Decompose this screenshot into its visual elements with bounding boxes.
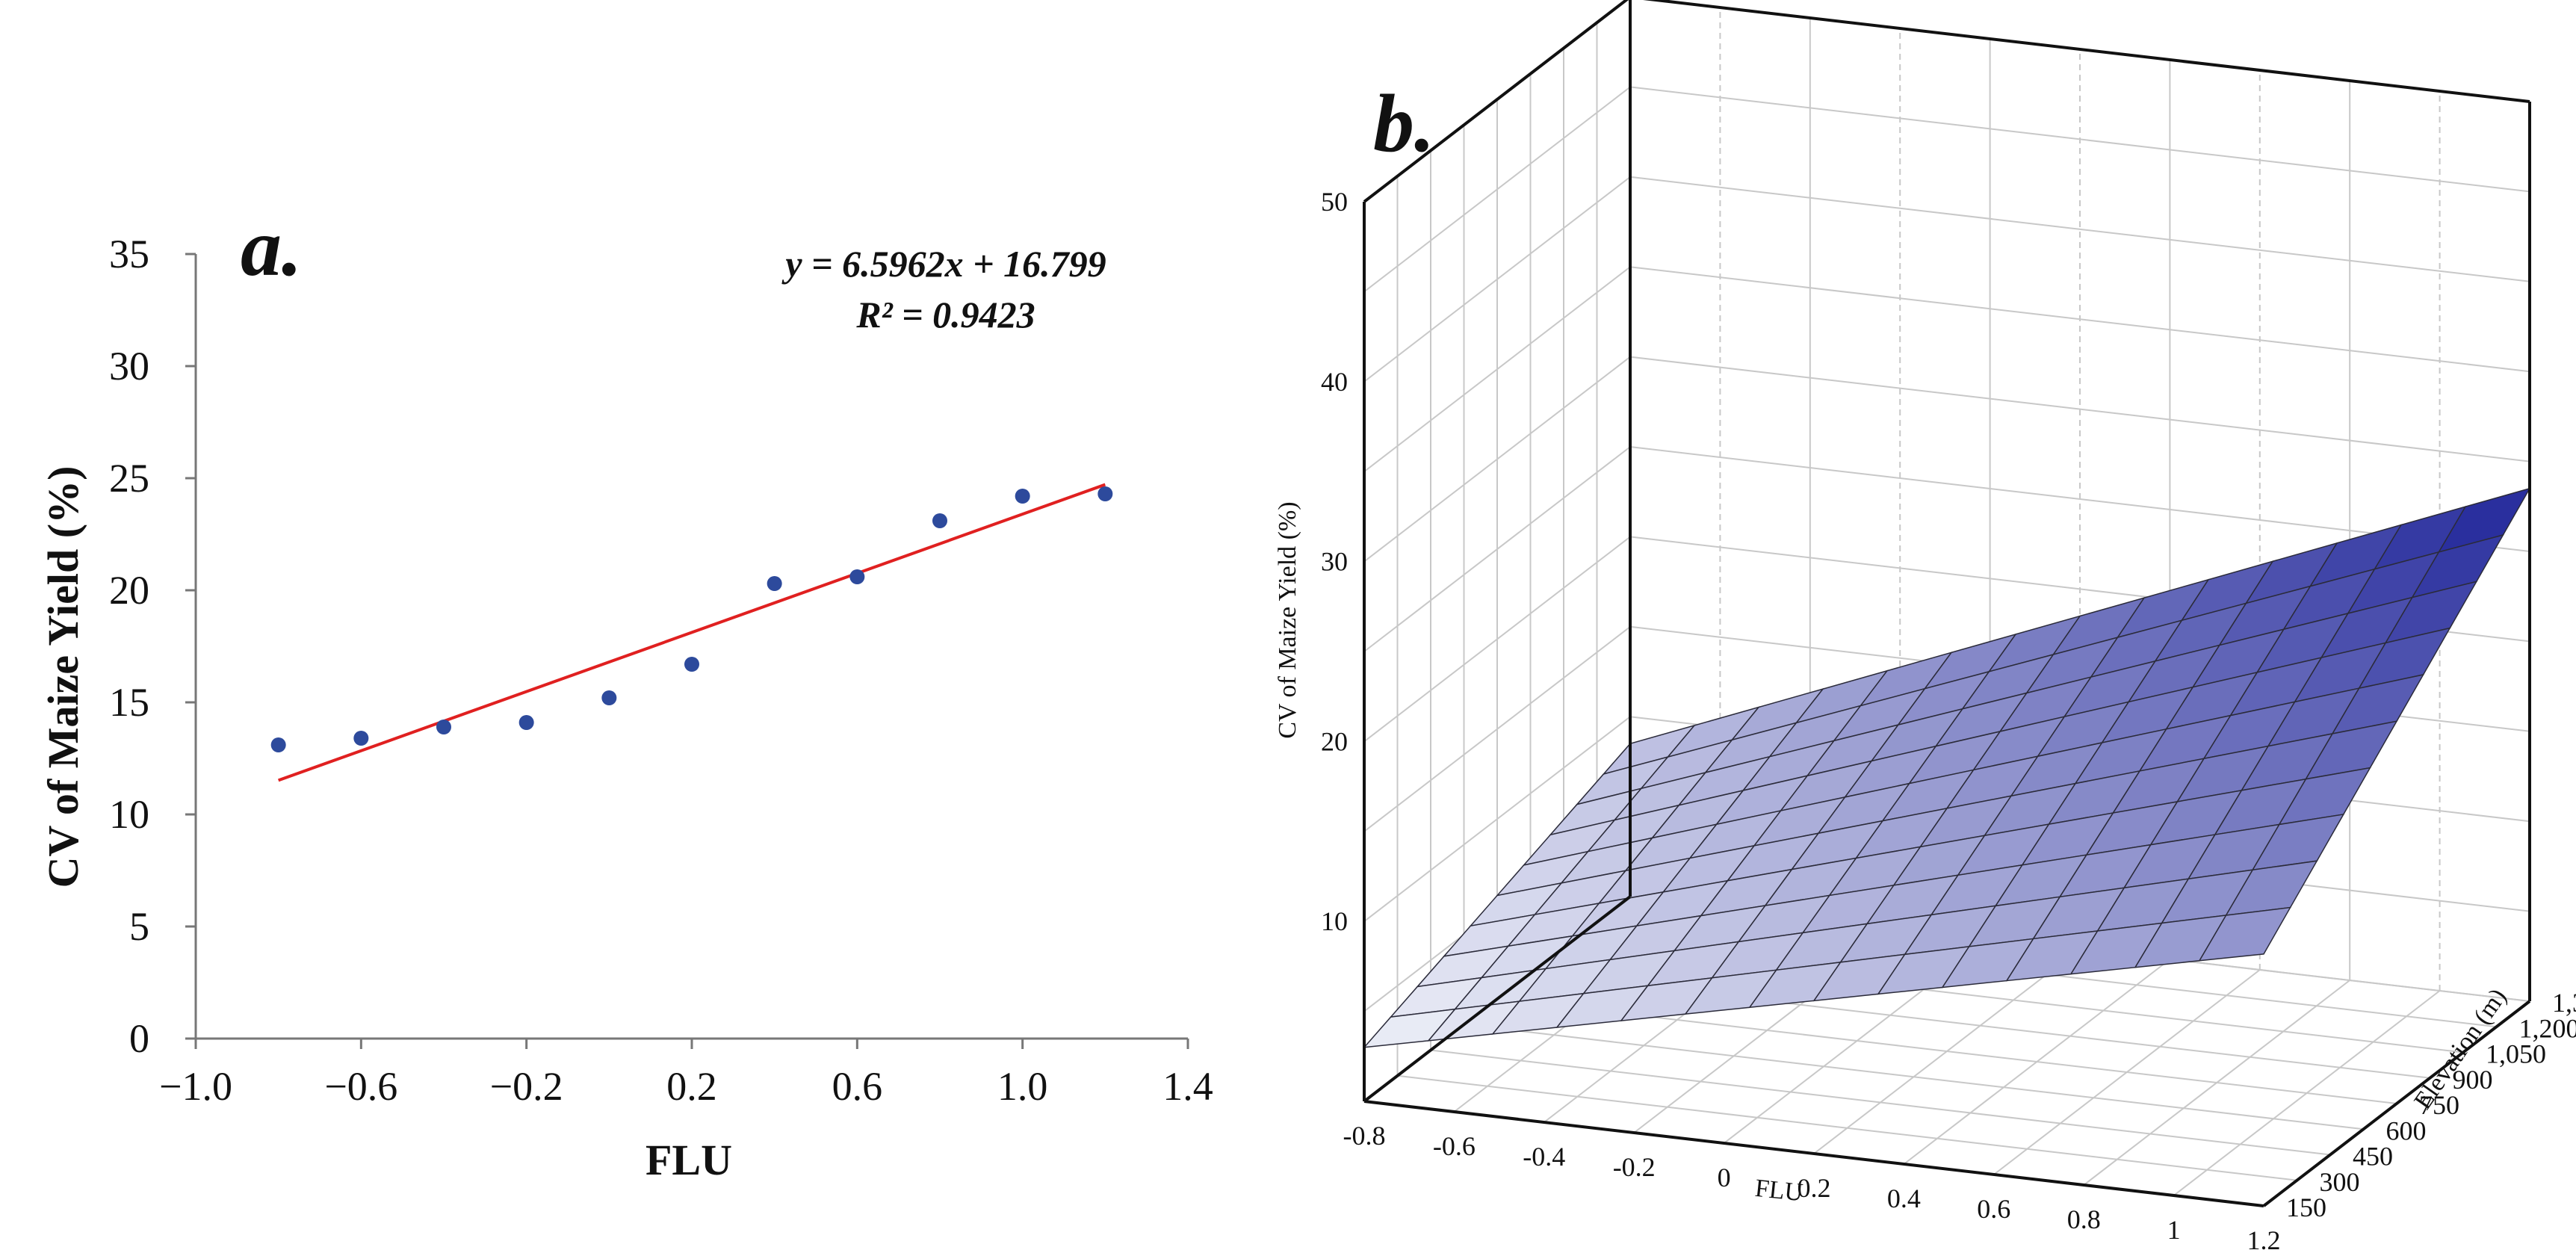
back-wall-gridline: [1629, 356, 2530, 462]
cv-tick-label: 20: [1321, 726, 1348, 756]
back-wall-gridline: [1629, 86, 2530, 193]
data-point: [436, 720, 451, 734]
floor-gridline: [1430, 1049, 2331, 1156]
elevation-tick-label: 1,200: [2519, 1013, 2576, 1043]
y-tick-label: 10: [109, 792, 149, 837]
data-point: [518, 715, 534, 730]
cv-tick-label: 40: [1321, 367, 1348, 397]
floor-gridline: [1464, 1024, 2364, 1130]
top-back-edge: [1643, 0, 2530, 103]
x-tick-label: −0.6: [324, 1064, 397, 1109]
y-tick-label: 5: [129, 904, 149, 949]
trendline-r2: R² = 0.9423: [855, 294, 1035, 335]
data-point: [932, 513, 947, 528]
y-tick-label: 25: [109, 456, 149, 501]
y-tick-label: 30: [109, 344, 149, 389]
flu-tick-label: 0.6: [1977, 1194, 2010, 1224]
x-axis-edge: [1363, 1100, 2264, 1207]
flu-tick-label: 0.4: [1887, 1184, 1921, 1213]
back-wall-gridline: [1629, 176, 2530, 282]
data-point: [1015, 489, 1030, 504]
panel-b-cv-ticks: 10 20 30 40 50: [1321, 187, 1348, 936]
trendline: [277, 483, 1106, 782]
flu-tick-label: -0.6: [1433, 1131, 1476, 1161]
flu-tick-label: 1: [2167, 1215, 2181, 1245]
x-tick-label: 0.2: [666, 1064, 717, 1109]
data-point: [270, 737, 286, 752]
flu-tick-label: -0.4: [1523, 1142, 1565, 1172]
data-point: [849, 569, 865, 584]
elevation-tick-label: 900: [2453, 1065, 2493, 1095]
cv-tick-label: 10: [1321, 906, 1348, 936]
panel-a-x-ticks: −1.0 −0.6 −0.2 0.2 0.6 1.0 1.4: [159, 1039, 1213, 1109]
flu-tick-label: -0.8: [1343, 1121, 1386, 1151]
data-point: [767, 576, 782, 591]
x-axis-title: FLU: [645, 1136, 732, 1184]
data-point: [353, 731, 369, 746]
surface-mesh: [1363, 487, 2531, 1048]
flu-tick-label: 0.8: [2067, 1204, 2101, 1234]
data-point: [1097, 486, 1113, 501]
flu-tick-label: 0.2: [1798, 1173, 1831, 1203]
x-tick-label: −1.0: [159, 1064, 232, 1109]
left-wall-gridline: [1363, 356, 1631, 563]
elevation-tick-label: 150: [2286, 1192, 2326, 1222]
y-tick-label: 15: [109, 680, 149, 725]
flu-tick-label: 0: [1718, 1163, 1731, 1192]
left-wall-gridline: [1363, 536, 1631, 743]
floor-left-edge: [1363, 895, 1632, 1103]
elevation-tick-label: 450: [2353, 1142, 2393, 1172]
left-wall-gridline: [1363, 86, 1631, 293]
panel-a-axes: [194, 254, 1188, 1040]
y-tick-label: 35: [109, 232, 149, 276]
panel-a-label: a.: [241, 202, 303, 293]
back-wall-gridline: [1629, 266, 2530, 373]
y-tick-label: 0: [129, 1016, 149, 1061]
cv-tick-label: 50: [1321, 187, 1348, 217]
panel-b-z-axis-title: CV of Maize Yield (%): [1274, 501, 1301, 738]
x-tick-label: 0.6: [832, 1064, 883, 1109]
panel-b-x-axis-title: FLU: [1753, 1175, 1804, 1207]
panel-a-scatter-chart: a. 0 5 10 15 20 25 30 35 −1.0 −0.6 −0.2 0.2 0.6 1.0 1…: [39, 202, 1213, 1184]
elevation-tick-label: 1,350: [2552, 988, 2576, 1018]
panel-b-3d-surface-chart: -0.8 -0.6 -0.4 -0.2 0 0.2 0.4 0.6 0.8 1 1.2 150300…: [1274, 0, 2576, 1253]
x-tick-label: −0.2: [490, 1064, 563, 1109]
elevation-tick-label: 1,050: [2486, 1039, 2546, 1069]
elevation-tick-label: 750: [2419, 1090, 2459, 1120]
cv-tick-label: 30: [1321, 547, 1348, 577]
data-points: [270, 486, 1113, 752]
left-wall-gridline: [1363, 446, 1631, 652]
y-axis-edge: [2262, 1000, 2531, 1207]
panel-b-flu-ticks: -0.8 -0.6 -0.4 -0.2 0 0.2 0.4 0.6 0.8 1 1.2: [1343, 1121, 2281, 1253]
elevation-tick-label: 300: [2320, 1167, 2360, 1197]
surface-cell: [2198, 906, 2291, 962]
data-point: [601, 690, 617, 705]
left-wall-gridline: [1363, 176, 1631, 383]
x-tick-label: 1.4: [1162, 1064, 1213, 1109]
flu-tick-label: 1.2: [2247, 1225, 2281, 1253]
data-point: [684, 657, 699, 672]
x-tick-label: 1.0: [997, 1064, 1048, 1109]
panel-b-box-edges: [1363, 0, 2531, 1207]
y-tick-label: 20: [109, 568, 149, 613]
left-wall-gridline: [1363, 716, 1631, 922]
panel-a-y-ticks: 0 5 10 15 20 25 30 35: [109, 232, 196, 1061]
trendline-equation: y = 6.5962x + 16.799: [781, 243, 1106, 285]
y-axis-title: CV of Maize Yield (%): [39, 466, 87, 888]
panel-b-label: b.: [1373, 78, 1435, 169]
floor-gridline: [1397, 1074, 2297, 1181]
top-left-edge: [1363, 0, 1629, 203]
left-wall-gridline: [1363, 626, 1631, 832]
flu-tick-label: -0.2: [1613, 1152, 1656, 1182]
left-wall-gridline: [1363, 266, 1631, 472]
elevation-tick-label: 600: [2386, 1116, 2427, 1145]
